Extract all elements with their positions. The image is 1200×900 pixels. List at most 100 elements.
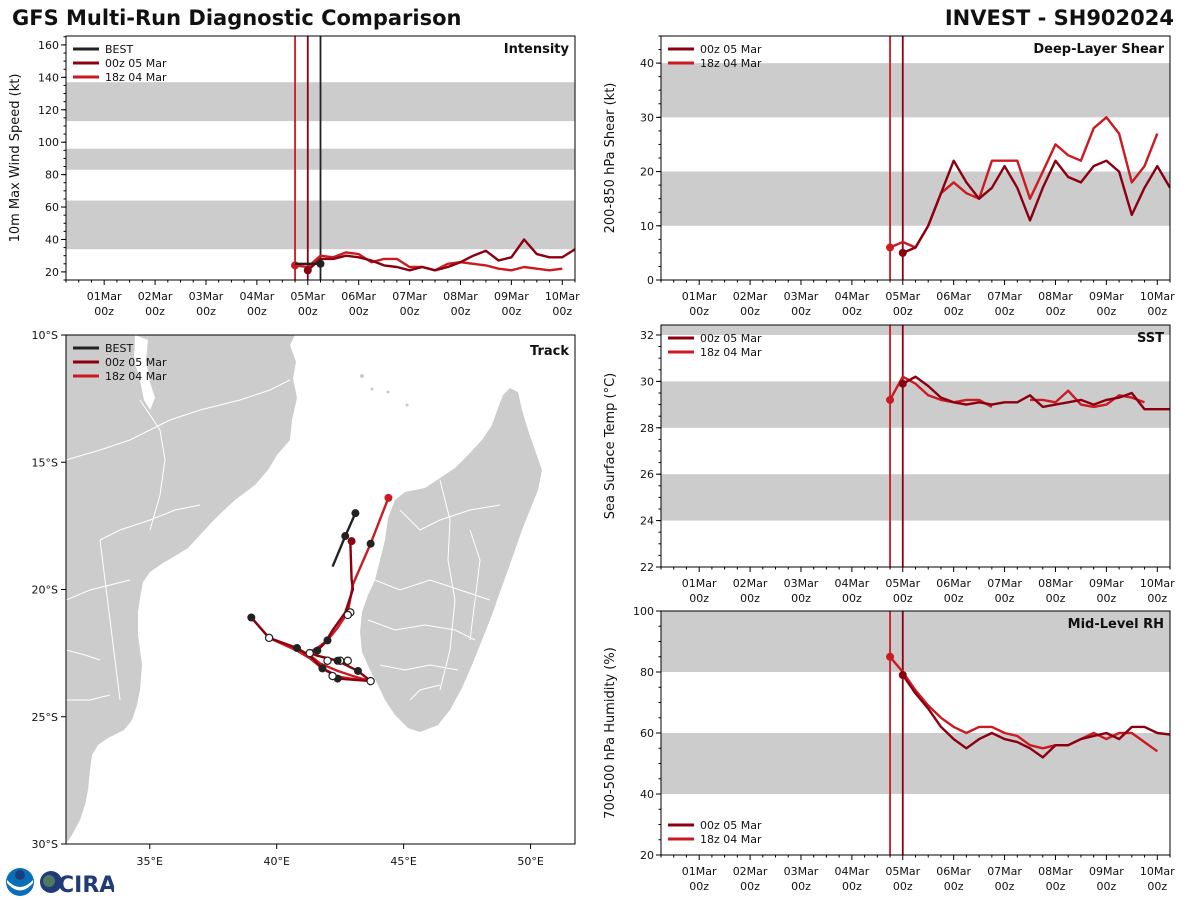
x-tick-label-date: 06Mar	[936, 577, 971, 590]
legend-label-run_b: 18z 04 Mar	[105, 71, 167, 84]
legend-label-run_b: 18z 04 Mar	[700, 57, 762, 70]
y-tick-label: 60	[640, 727, 654, 740]
x-tick-label-date: 09Mar	[494, 290, 529, 303]
y-tick-label: 120	[38, 104, 59, 117]
x-tick-label-date: 02Mar	[733, 290, 768, 303]
x-tick-label-hour: 00z	[349, 305, 369, 318]
lon-tick-label: 40°E	[263, 855, 289, 868]
x-tick-label-date: 03Mar	[784, 577, 819, 590]
madagascar-landmass	[360, 388, 542, 732]
x-tick-label-date: 09Mar	[1089, 865, 1124, 878]
lat-tick-label: 15°S	[32, 456, 58, 469]
lat-tick-label: 30°S	[32, 838, 58, 851]
legend-label-run_a: 00z 05 Mar	[105, 57, 167, 70]
x-tick-label-hour: 00z	[196, 305, 216, 318]
track-point-filled	[366, 539, 375, 548]
x-tick-label-hour: 00z	[893, 592, 913, 605]
plot-area	[661, 325, 1170, 567]
y-tick-label: 0	[647, 274, 654, 287]
x-tick-label-hour: 00z	[689, 592, 709, 605]
track-point-filled	[247, 613, 256, 622]
y-tick-label: 140	[38, 71, 59, 84]
x-tick-label-hour: 00z	[501, 305, 521, 318]
track-point-filled	[333, 656, 342, 665]
x-tick-label-hour: 00z	[842, 305, 862, 318]
x-tick-label-date: 06Mar	[936, 865, 971, 878]
x-tick-label-date: 05Mar	[885, 865, 920, 878]
intensity-panel: 20 40 60 80 100 120 140 160 01Mar 00z 02Mar 00z 03Ma…	[8, 35, 580, 318]
y-tick-label: 10	[640, 220, 654, 233]
track-point-filled	[351, 509, 360, 518]
series-marker-run_b	[886, 395, 895, 404]
y-tick-label: 20	[640, 849, 654, 862]
series-marker-run_a	[898, 248, 907, 257]
x-tick-label-hour: 00z	[944, 880, 964, 893]
y-tick-label: 60	[45, 201, 59, 214]
x-tick-label-hour: 00z	[893, 880, 913, 893]
track-point-filled	[293, 644, 302, 653]
legend-label-best: BEST	[105, 342, 133, 355]
y-tick-label: 20	[45, 266, 59, 279]
x-tick-label-hour: 00z	[247, 305, 267, 318]
noaa-cira-logos: CIRA	[6, 868, 114, 898]
storm-id-title: INVEST - SH902024	[944, 6, 1174, 30]
x-tick-label-hour: 00z	[1147, 305, 1167, 318]
track-point-open	[264, 633, 274, 643]
y-axis-label: Sea Surface Temp (°C)	[603, 373, 618, 520]
x-tick-label-date: 04Mar	[834, 577, 869, 590]
y-tick-label: 160	[38, 39, 59, 52]
x-tick-label-hour: 00z	[1046, 592, 1066, 605]
panel-title: Intensity	[504, 42, 570, 57]
x-tick-label-hour: 00z	[740, 305, 760, 318]
x-tick-label-date: 06Mar	[936, 290, 971, 303]
x-tick-label-date: 10Mar	[545, 290, 580, 303]
x-tick-label-date: 10Mar	[1140, 865, 1175, 878]
x-tick-label-hour: 00z	[552, 305, 572, 318]
admin-borders	[66, 379, 501, 701]
series-marker-run_b	[886, 243, 895, 252]
x-tick-label-date: 04Mar	[834, 865, 869, 878]
x-tick-label-hour: 00z	[842, 592, 862, 605]
x-tick-label-hour: 00z	[1046, 305, 1066, 318]
shear-panel: 0 10 20 30 40 01Mar 00z 02Mar 00z 03Mar 00z 04Mar 00…	[603, 35, 1175, 318]
x-tick-label-date: 07Mar	[392, 290, 427, 303]
x-tick-label-date: 09Mar	[1089, 577, 1124, 590]
series-marker-run_a	[898, 379, 907, 388]
track-point-filled	[323, 636, 332, 645]
series-marker-best	[316, 259, 325, 268]
track-point-open	[328, 671, 337, 681]
x-tick-label-date: 03Mar	[784, 290, 819, 303]
map-land	[66, 335, 542, 844]
x-tick-label-hour: 00z	[740, 592, 760, 605]
legend-label-run_a: 00z 05 Mar	[700, 43, 762, 56]
x-tick-label-hour: 00z	[1147, 592, 1167, 605]
threshold-band	[661, 611, 1170, 672]
y-tick-label: 30	[640, 375, 654, 388]
track-point-filled	[347, 537, 356, 546]
series-line-run_a	[306, 238, 575, 272]
lon-tick-label: 50°E	[517, 855, 543, 868]
plot-area	[661, 36, 1170, 280]
x-tick-label-date: 01Mar	[682, 865, 717, 878]
sst-panel: 22 24 26 28 30 32 01Mar 00z 02Mar 00z 03Mar 00z 04Ma…	[603, 324, 1175, 605]
x-tick-label-date: 08Mar	[1038, 865, 1073, 878]
y-axis-label: 200-850 hPa Shear (kt)	[603, 83, 618, 234]
track-point-open	[323, 656, 332, 665]
series-marker-run_b	[886, 652, 895, 661]
x-tick-label-date: 01Mar	[87, 290, 122, 303]
x-tick-label-date: 08Mar	[1038, 577, 1073, 590]
x-tick-label-hour: 00z	[995, 880, 1015, 893]
panel-title: Mid-Level RH	[1068, 617, 1164, 632]
x-tick-label-hour: 00z	[995, 592, 1015, 605]
x-tick-label-hour: 00z	[944, 305, 964, 318]
x-tick-label-hour: 00z	[145, 305, 165, 318]
track-point-filled	[313, 646, 322, 655]
lon-tick-label: 35°E	[137, 855, 163, 868]
lake-malawi	[134, 335, 155, 410]
y-tick-label: 80	[640, 666, 654, 679]
legend-label-best: BEST	[105, 43, 133, 56]
x-tick-label-hour: 00z	[1046, 880, 1066, 893]
